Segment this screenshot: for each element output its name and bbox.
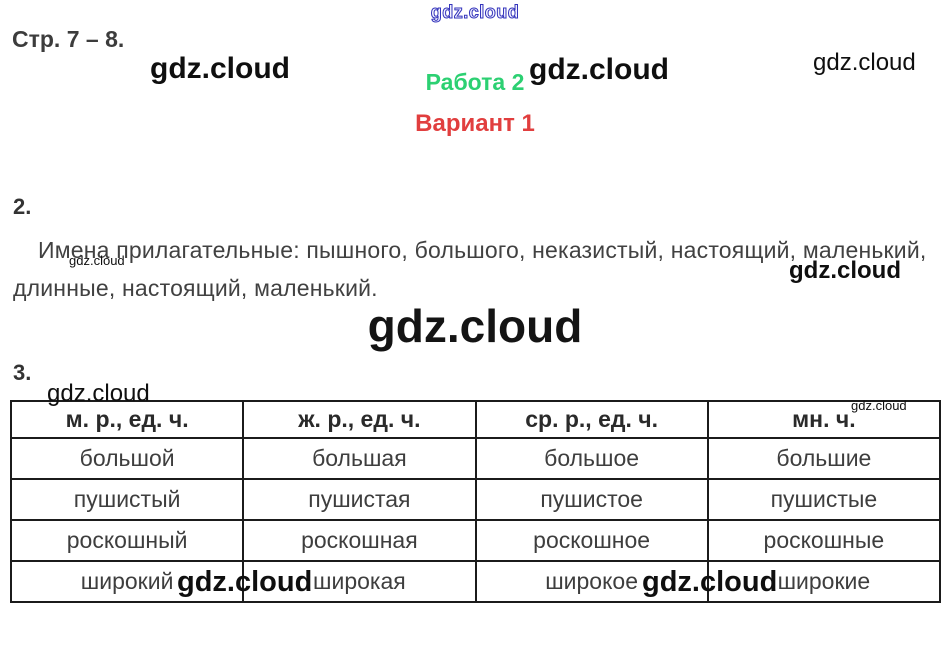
adjectives-paragraph-line-1: Имена прилагательные: пышного, большого,…	[38, 237, 927, 263]
table-cell: роскошные	[706, 519, 942, 562]
work-title: Работа 2	[425, 69, 525, 95]
table-cell: широкие	[706, 560, 942, 603]
page-reference: Стр. 7 – 8.	[12, 26, 125, 52]
table-cell: большой	[9, 437, 245, 480]
adjective-forms-table: м. р., ед. ч. ж. р., ед. ч. ср. р., ед. …	[9, 400, 942, 603]
table-row: роскошный роскошная роскошное роскошные	[9, 519, 942, 562]
watermark-top-outline: gdz.cloud	[430, 2, 520, 22]
table-cell: пушистое	[474, 478, 709, 521]
watermark-header-mid: gdz.cloud	[529, 53, 669, 86]
table-cell: пушистый	[9, 478, 245, 521]
variant-title: Вариант 1	[415, 110, 535, 137]
column-header-neuter: ср. р., ед. ч.	[474, 400, 709, 439]
watermark-paragraph-right: gdz.cloud	[789, 257, 901, 284]
watermark-table-row-left: gdz.cloud	[177, 566, 313, 598]
table-cell: широкое	[474, 560, 709, 603]
column-header-feminine: ж. р., ед. ч.	[242, 400, 477, 439]
table-cell: широкая	[242, 560, 477, 603]
table-cell: роскошный	[9, 519, 245, 562]
table-cell: пушистая	[242, 478, 477, 521]
table-cell: широкий	[9, 560, 245, 603]
table-row: большой большая большое большие	[9, 437, 942, 480]
watermark-table-top: gdz.cloud	[47, 380, 150, 407]
watermark-table-header-superscript: gdz.cloud	[851, 398, 907, 413]
table-row: широкий широкая широкое широкие	[9, 560, 942, 603]
section-3-number: 3.	[13, 360, 32, 385]
watermark-header-right: gdz.cloud	[813, 49, 916, 76]
adjectives-paragraph-line-2: длинные, настоящий, маленький.	[13, 275, 378, 301]
table-row: пушистый пушистая пушистое пушистые	[9, 478, 942, 521]
section-2-number: 2.	[13, 194, 32, 219]
table-header-row: м. р., ед. ч. ж. р., ед. ч. ср. р., ед. …	[9, 400, 942, 439]
watermark-table-row-right: gdz.cloud	[642, 566, 778, 598]
column-header-plural: мн. ч.	[706, 400, 942, 439]
watermark-center-large: gdz.cloud	[367, 300, 583, 352]
watermark-header-left: gdz.cloud	[150, 52, 290, 85]
table-cell: большая	[242, 437, 477, 480]
watermark-paragraph-small: gdz.cloud	[69, 253, 125, 268]
table-cell: роскошная	[242, 519, 477, 562]
table-cell: большие	[706, 437, 942, 480]
table-cell: пушистые	[706, 478, 942, 521]
table-cell: роскошное	[474, 519, 709, 562]
column-header-masculine: м. р., ед. ч.	[9, 400, 245, 439]
table-cell: большое	[474, 437, 709, 480]
